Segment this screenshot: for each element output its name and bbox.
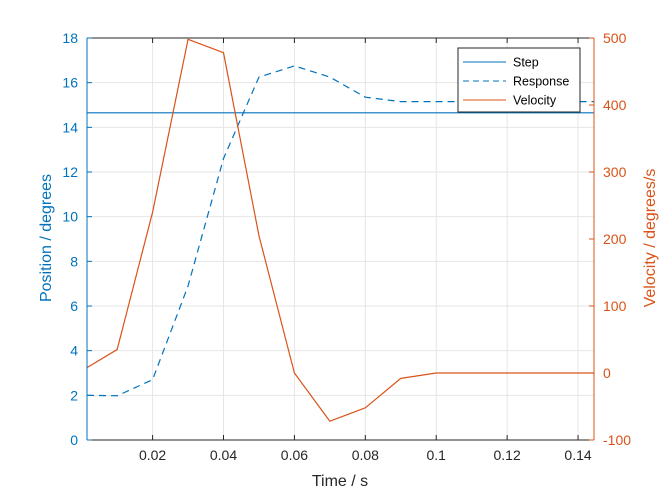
series-line-velocity [86,38,594,422]
x-tick-label: 0.1 [426,447,446,463]
x-tick-label: 0.08 [352,447,379,463]
y-right-tick-label: 400 [603,97,627,113]
y-left-tick-label: 2 [70,387,78,403]
y-left-tick-label: 8 [70,253,78,269]
y-left-tick-label: 12 [62,164,78,180]
y-right-tick-label: -100 [603,432,631,448]
y-left-tick-label: 6 [70,298,78,314]
legend-label-step: Step [513,56,539,70]
x-tick-label: 0.12 [494,447,521,463]
y-right-tick-label: 300 [603,164,627,180]
x-tick-label: 0.02 [139,447,166,463]
legend-label-velocity: Velocity [513,94,557,108]
x-tick-label: 0.06 [281,447,308,463]
legend-box [457,47,581,113]
y-right-axis-title: Velocity / degrees/s [642,169,659,308]
ticks-layer: 0.02 0.04 0.06 0.08 0.1 0.12 0.14 0 2 4 6 8 10 12 14 16… [62,30,631,463]
y-right-tick-label: 500 [603,30,627,46]
y-left-axis-title: Position / degrees [38,174,55,302]
y-left-tick-label: 10 [62,209,78,225]
x-axis-title: Time / s [312,473,368,490]
legend: Step Response Velocity [457,47,581,113]
y-left-tick-label: 0 [70,432,78,448]
x-tick-label: 0.14 [564,447,591,463]
y-left-tick-label: 18 [62,30,78,46]
y-left-tick-label: 16 [62,75,78,91]
x-tick-label: 0.04 [210,447,237,463]
y-left-tick-label: 14 [62,119,78,135]
y-left-tick-label: 4 [70,343,78,359]
y-right-tick-label: 0 [603,365,611,381]
legend-label-response: Response [513,75,569,89]
y-right-tick-label: 100 [603,298,627,314]
y-right-tick-label: 200 [603,231,627,247]
